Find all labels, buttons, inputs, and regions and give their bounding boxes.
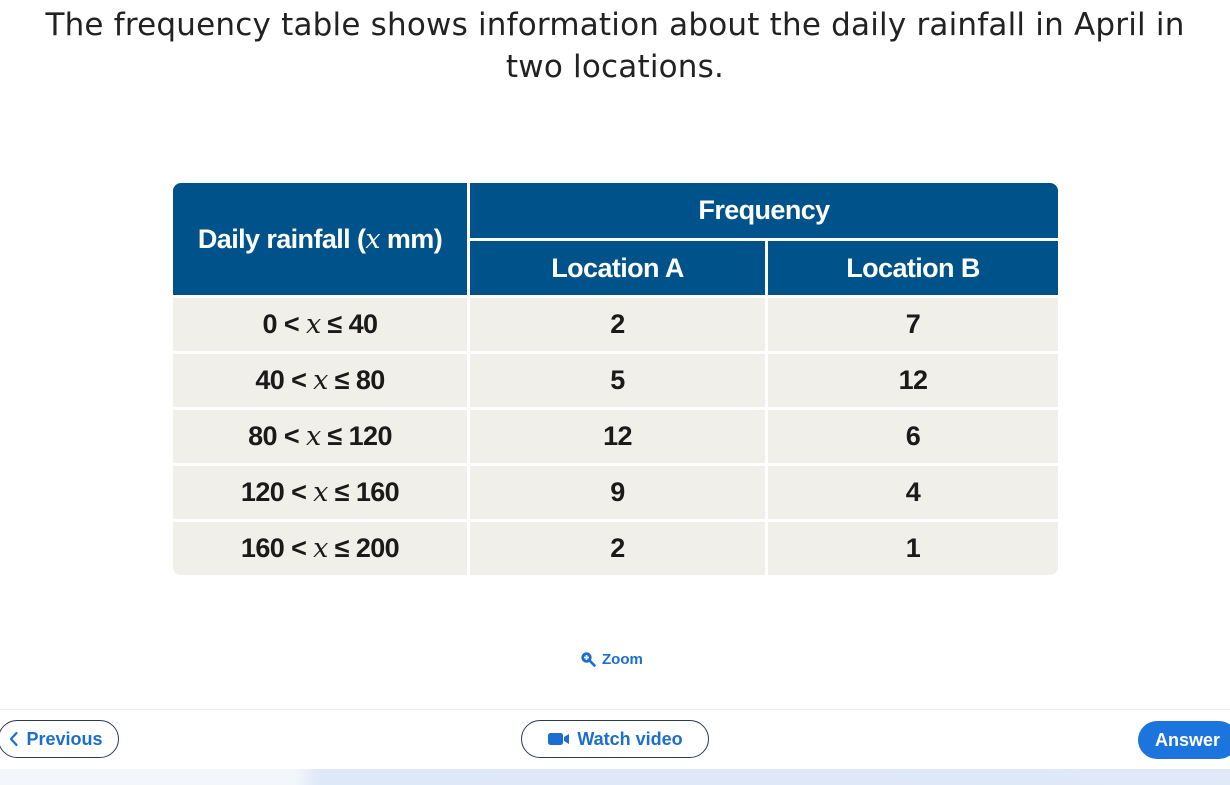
location-a-frequency-cell: 12 [470, 407, 768, 463]
divider [0, 709, 1230, 710]
frequency-table: Daily rainfall (x mm) Frequency Location… [173, 183, 1058, 575]
location-a-frequency-cell: 9 [470, 463, 768, 519]
chevron-left-icon [10, 731, 19, 747]
question-prompt: The frequency table shows information ab… [45, 7, 1185, 85]
location-b-frequency-cell: 4 [768, 463, 1058, 519]
watch-video-label: Watch video [577, 728, 683, 749]
rainfall-interval-cell: 80 < x ≤ 120 [173, 407, 470, 463]
answer-button[interactable]: Answer [1138, 721, 1230, 759]
location-b-frequency-cell: 7 [768, 295, 1058, 351]
previous-button[interactable]: Previous [0, 720, 119, 758]
rainfall-interval-cell: 160 < x ≤ 200 [173, 519, 470, 575]
bottom-band [0, 769, 1230, 785]
table-row: 80 < x ≤ 120 12 6 [173, 407, 1058, 463]
video-camera-icon [548, 733, 570, 745]
location-a-frequency-cell: 5 [470, 351, 768, 407]
watch-video-button[interactable]: Watch video [521, 720, 709, 758]
rainfall-interval-cell: 40 < x ≤ 80 [173, 351, 470, 407]
previous-label: Previous [26, 728, 103, 749]
zoom-in-icon [581, 652, 596, 667]
header-daily-rainfall: Daily rainfall (x mm) [173, 183, 470, 295]
table-row: 0 < x ≤ 40 2 7 [173, 295, 1058, 351]
header-frequency: Frequency [470, 183, 1058, 241]
header-location-a: Location A [470, 241, 768, 295]
answer-label: Answer [1155, 729, 1221, 750]
header-location-b: Location B [768, 241, 1058, 295]
location-b-frequency-cell: 6 [768, 407, 1058, 463]
zoom-label: Zoom [602, 650, 643, 668]
table-row: 40 < x ≤ 80 5 12 [173, 351, 1058, 407]
rainfall-interval-cell: 120 < x ≤ 160 [173, 463, 470, 519]
zoom-button[interactable]: Zoom [580, 648, 643, 670]
table-row: 120 < x ≤ 160 9 4 [173, 463, 1058, 519]
location-b-frequency-cell: 1 [768, 519, 1058, 575]
location-a-frequency-cell: 2 [470, 519, 768, 575]
table-row: 160 < x ≤ 200 2 1 [173, 519, 1058, 575]
rainfall-interval-cell: 0 < x ≤ 40 [173, 295, 470, 351]
location-b-frequency-cell: 12 [768, 351, 1058, 407]
location-a-frequency-cell: 2 [470, 295, 768, 351]
